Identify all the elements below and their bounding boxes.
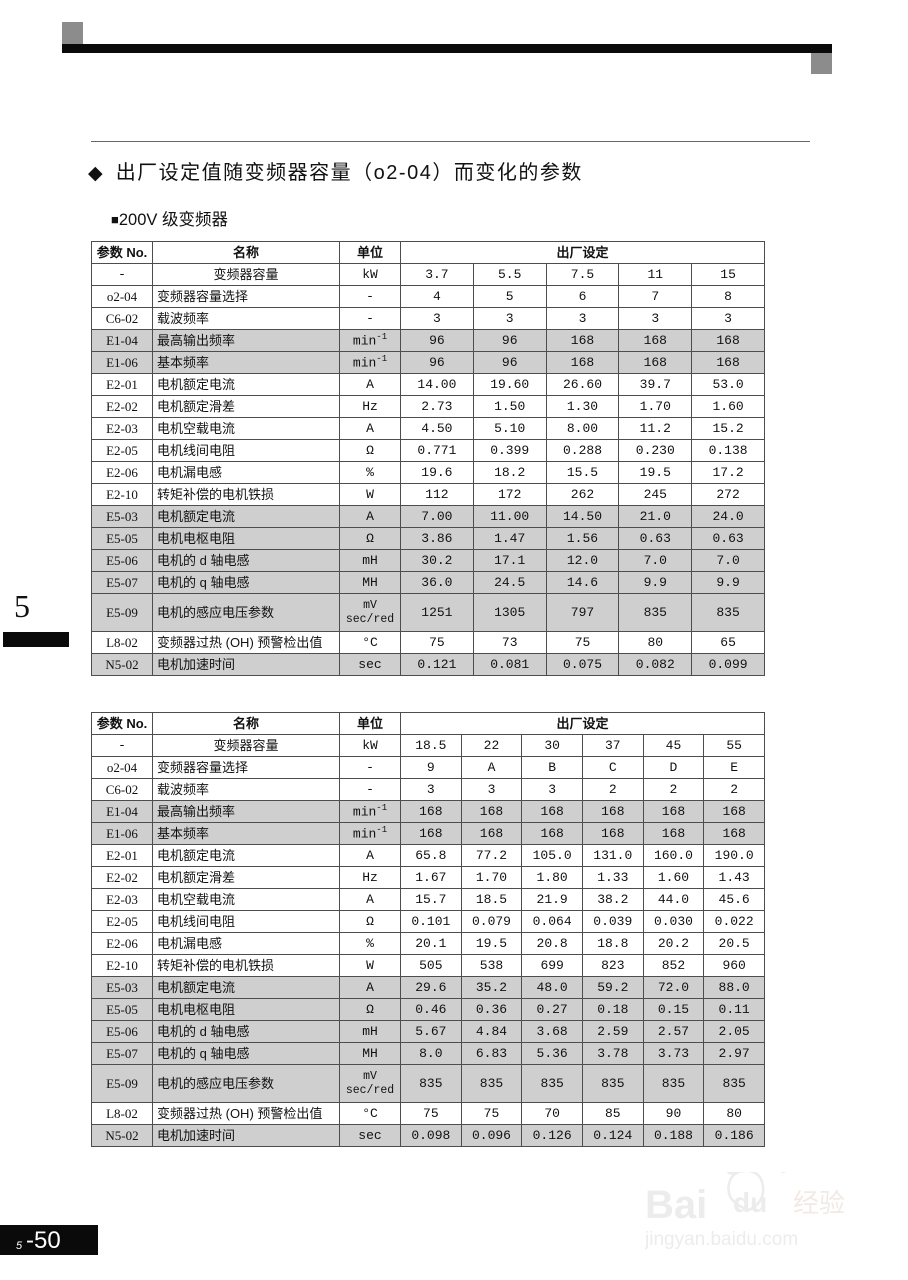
svg-text:Bai: Bai (645, 1183, 707, 1227)
svg-text:jingyan.baidu.com: jingyan.baidu.com (645, 1229, 798, 1250)
svg-text:du: du (733, 1187, 767, 1218)
svg-text:经验: 经验 (793, 1188, 845, 1218)
